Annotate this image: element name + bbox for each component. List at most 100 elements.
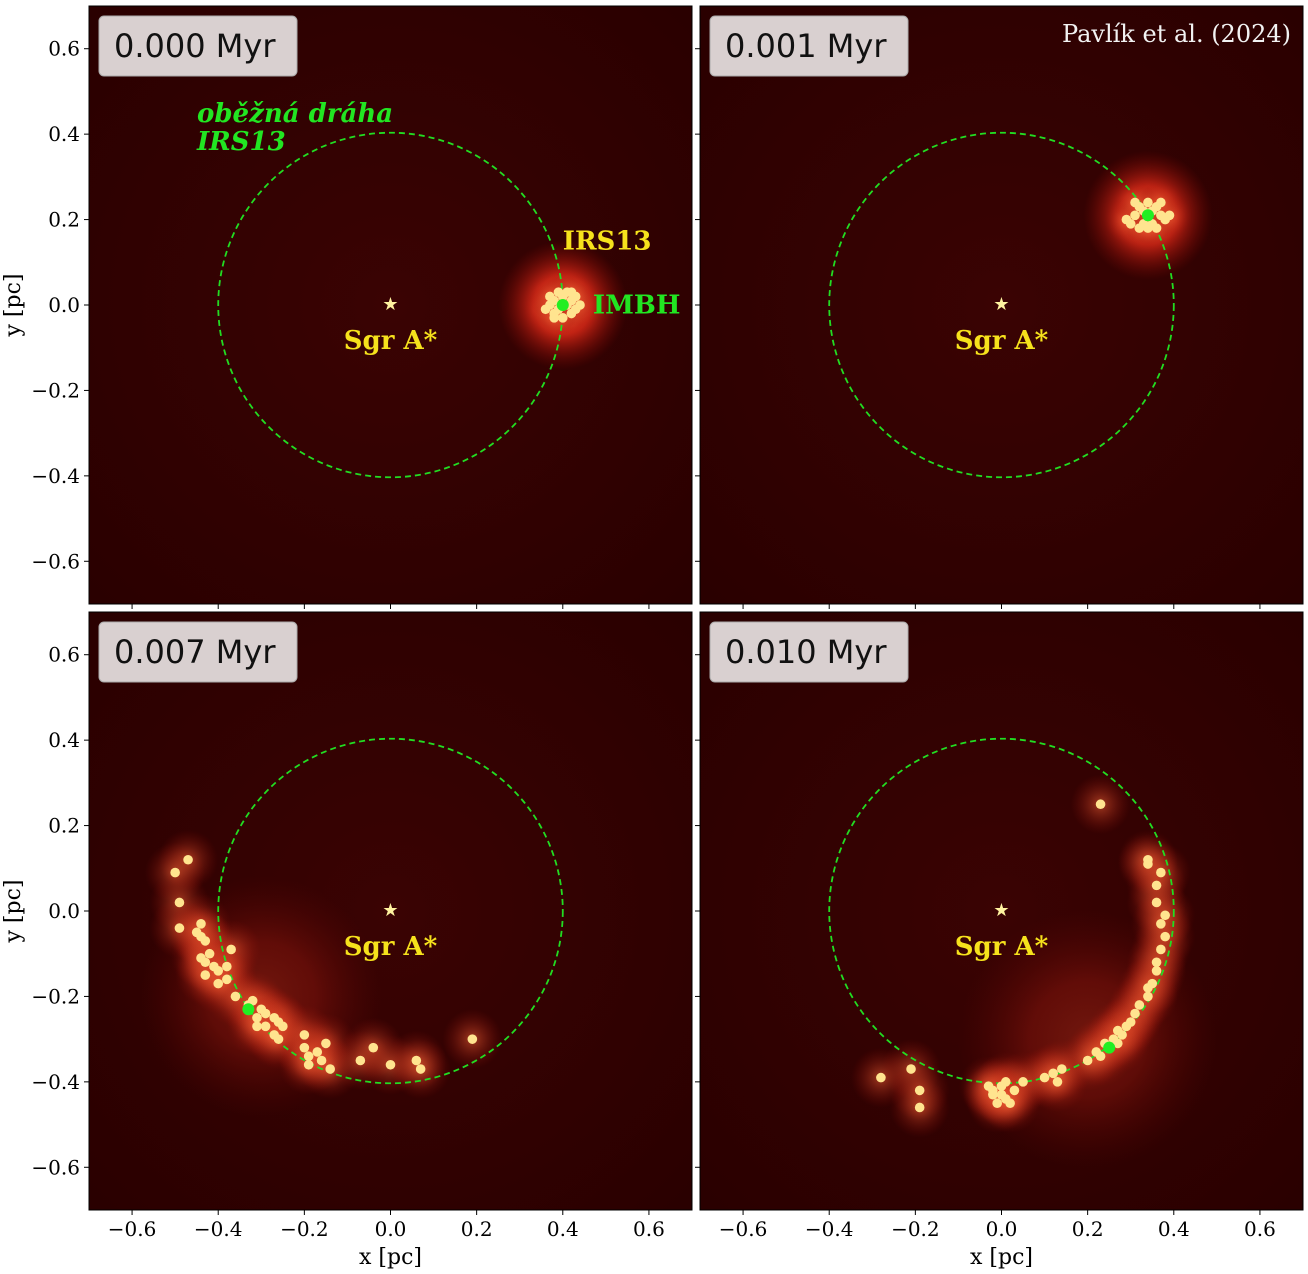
star-point [1095,1051,1106,1062]
x-tick-label: 0.0 [986,1217,1018,1241]
star-point [914,1102,925,1113]
x-tick-label: −0.4 [194,1217,243,1241]
y-tick-label: 0.2 [48,208,80,232]
star-point [200,957,211,968]
y-tick-label: −0.6 [31,549,80,573]
y-tick-label: 0.0 [48,899,80,923]
star-point [1160,910,1170,921]
star-point [174,897,185,908]
star-point [1134,223,1145,233]
star-point [467,1034,478,1044]
star-point [983,1081,994,1091]
imbh-point [1103,1041,1116,1054]
y-tick-label: 0.6 [48,37,80,61]
y-tick-label: −0.4 [31,1070,80,1094]
star-point [196,919,206,929]
star-point [213,966,224,976]
panel-3: ★ Sgr A* 0.007 Myr [89,612,692,1210]
time-label: 0.001 Myr [725,27,887,65]
star-point [321,1038,331,1049]
star-point [1160,931,1170,942]
star-point [260,1008,271,1019]
y-tick-label: 0.6 [48,643,80,667]
time-box [709,15,909,77]
y-tick-label: 0.4 [48,122,80,146]
star-point [312,1047,323,1057]
x-tick-label: −0.6 [719,1217,768,1241]
sgr-a-label: Sgr A* [955,932,1049,962]
star-point [1121,214,1132,225]
star-point [299,1030,310,1040]
x-tick-label: 0.2 [461,1217,493,1241]
star-point [996,1081,1007,1091]
y-tick-label: −0.2 [31,378,80,402]
x-tick-label: −0.6 [108,1217,157,1241]
star-point [540,304,551,315]
irs13-label: IRS13 [563,226,652,256]
credit-text: Pavlík et al. (2024) [1062,20,1291,48]
star-point [1143,197,1153,208]
star-point [996,1089,1007,1100]
orbit-label-line2: IRS13 [196,127,286,157]
star-point [1130,210,1140,221]
star-point [183,854,193,865]
x-tick-label: 0.6 [1244,1217,1276,1241]
star-point [213,978,224,989]
time-box [98,621,298,683]
sgr-a-star-marker: ★ [382,900,398,921]
star-point [1048,1068,1058,1079]
imbh-point [242,1003,255,1016]
imbh-point [1141,209,1154,222]
star-point [1082,1055,1093,1066]
star-point [992,1098,1002,1109]
star-point [260,1021,271,1032]
star-point [1039,1072,1050,1083]
star-point [415,1064,426,1074]
star-point [1151,966,1162,976]
star-point [204,948,215,959]
x-axis-label: x [pc] [359,1245,422,1270]
star-point [1156,944,1166,955]
star-point [988,1089,998,1100]
time-box [98,15,298,77]
imbh-label: IMBH [593,291,680,321]
star-point [1005,1098,1015,1109]
orbit-circle [828,131,1175,479]
star-point [570,291,581,302]
y-tick-label: −0.2 [31,984,80,1008]
star-point [1151,897,1162,908]
y-axis-label: y [pc] [1,880,26,944]
x-axis-label: x [pc] [970,1245,1033,1270]
star-point [222,961,232,972]
star-point [273,1034,284,1044]
star-point [1130,197,1140,208]
star-point [1143,991,1153,1002]
star-point [1164,210,1175,221]
x-tick-label: −0.4 [805,1217,854,1241]
star-point [1143,859,1153,869]
x-tick-label: 0.4 [1158,1217,1190,1241]
star-point [316,1055,327,1066]
star-point [1151,880,1162,891]
star-point [1121,1021,1132,1032]
star-point [303,1059,314,1070]
star-point [222,974,232,985]
sgr-a-star-marker: ★ [382,294,398,315]
star-point [355,1055,366,1066]
star-point [252,1021,262,1032]
star-point [1009,1085,1020,1096]
star-point [1057,1064,1067,1074]
star-point [557,313,568,323]
star-point [1156,197,1166,208]
sgr-a-label: Sgr A* [344,932,438,962]
sgr-a-star-marker: ★ [993,294,1009,315]
star-point [1112,1038,1123,1049]
time-label: 0.000 Myr [114,27,276,65]
star-point [174,923,185,933]
star-point [557,291,568,302]
sgr-a-star-marker: ★ [993,900,1009,921]
star-point [876,1072,886,1083]
star-point [385,1059,396,1070]
